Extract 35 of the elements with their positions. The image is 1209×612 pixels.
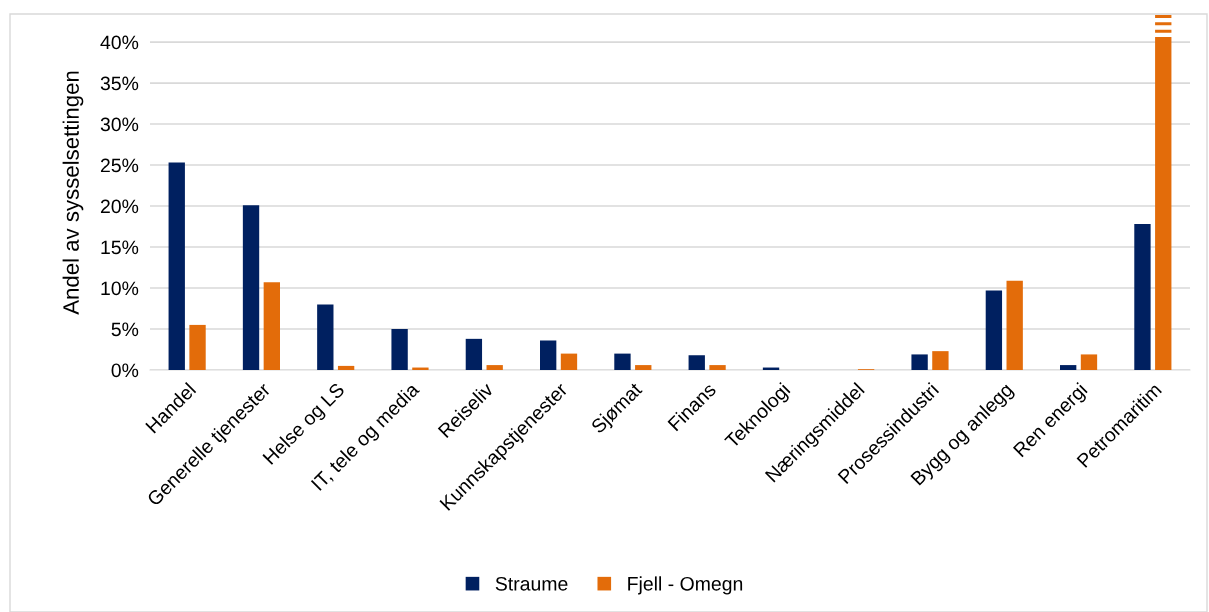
y-axis-title: Andel av sysselsettingen: [62, 71, 84, 315]
legend-label: Straume: [495, 576, 568, 591]
bar: [486, 365, 503, 370]
bar: [168, 162, 185, 370]
y-tick-label: 25%: [100, 158, 139, 173]
y-tick-label: 35%: [100, 76, 139, 91]
bar: [1134, 224, 1151, 370]
bar: [189, 324, 206, 370]
bar: [263, 282, 280, 370]
bar: [1155, 15, 1172, 370]
bar: [985, 290, 1003, 370]
bar: [635, 365, 652, 370]
y-tick-label: 0%: [111, 363, 139, 378]
bar: [337, 365, 355, 370]
y-tick-label: 5%: [111, 322, 139, 337]
bar: [317, 304, 334, 370]
bar: [560, 353, 578, 370]
bar: [688, 355, 705, 370]
bar: [391, 329, 408, 370]
bar: [911, 354, 928, 370]
y-tick-label: 30%: [100, 117, 139, 132]
bar: [540, 340, 557, 370]
bar: [465, 338, 483, 370]
y-tick-label: 40%: [100, 35, 139, 50]
bar: [709, 365, 726, 370]
bar: [932, 351, 949, 370]
bar: [1060, 365, 1077, 370]
bar: [614, 353, 631, 370]
bar: [1080, 354, 1098, 370]
bar: [242, 205, 260, 370]
legend-label: Fjell - Omegn: [628, 576, 743, 595]
y-tick-label: 10%: [101, 281, 139, 296]
y-tick-label: 15%: [101, 240, 139, 255]
y-tick-label: 20%: [100, 199, 139, 214]
bar: [1006, 280, 1023, 370]
